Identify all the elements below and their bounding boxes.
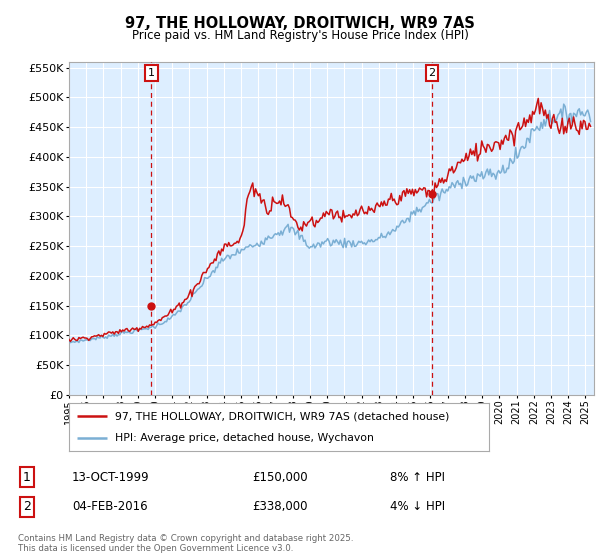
- Text: 2: 2: [428, 68, 436, 78]
- Text: 13-OCT-1999: 13-OCT-1999: [72, 470, 149, 484]
- Text: 04-FEB-2016: 04-FEB-2016: [72, 500, 148, 514]
- Text: Price paid vs. HM Land Registry's House Price Index (HPI): Price paid vs. HM Land Registry's House …: [131, 29, 469, 42]
- Text: Contains HM Land Registry data © Crown copyright and database right 2025.
This d: Contains HM Land Registry data © Crown c…: [18, 534, 353, 553]
- Text: HPI: Average price, detached house, Wychavon: HPI: Average price, detached house, Wych…: [115, 433, 374, 443]
- Text: 97, THE HOLLOWAY, DROITWICH, WR9 7AS (detached house): 97, THE HOLLOWAY, DROITWICH, WR9 7AS (de…: [115, 411, 449, 421]
- Text: 8% ↑ HPI: 8% ↑ HPI: [390, 470, 445, 484]
- Text: 2: 2: [23, 500, 31, 514]
- Text: 1: 1: [148, 68, 155, 78]
- Text: £338,000: £338,000: [252, 500, 308, 514]
- Text: 1: 1: [23, 470, 31, 484]
- Text: 97, THE HOLLOWAY, DROITWICH, WR9 7AS: 97, THE HOLLOWAY, DROITWICH, WR9 7AS: [125, 16, 475, 31]
- Text: 4% ↓ HPI: 4% ↓ HPI: [390, 500, 445, 514]
- Text: £150,000: £150,000: [252, 470, 308, 484]
